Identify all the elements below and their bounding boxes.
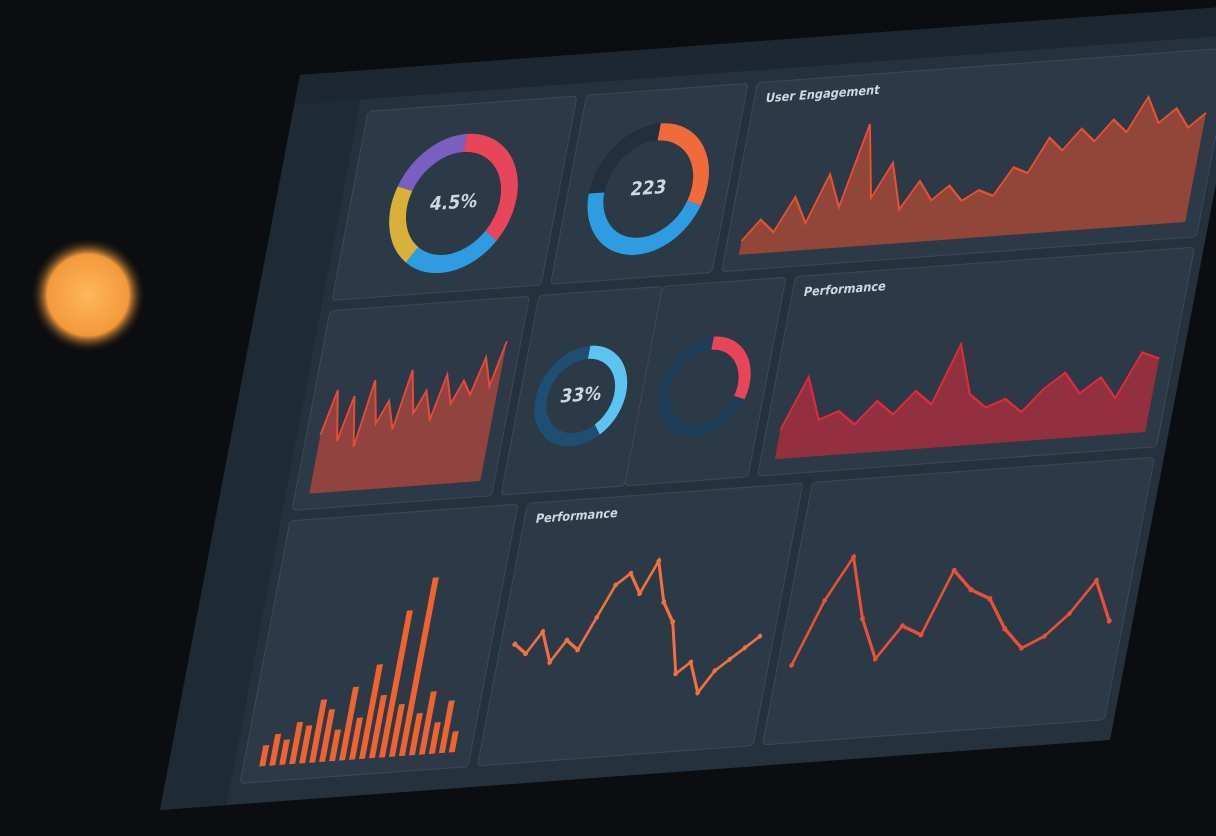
panel [478, 483, 804, 766]
bokeh-light [30, 237, 146, 353]
panel [763, 457, 1155, 745]
donut-label: 4.5% [428, 190, 480, 215]
donut-label: 223 [628, 176, 668, 200]
donut-label: 33% [558, 383, 603, 408]
